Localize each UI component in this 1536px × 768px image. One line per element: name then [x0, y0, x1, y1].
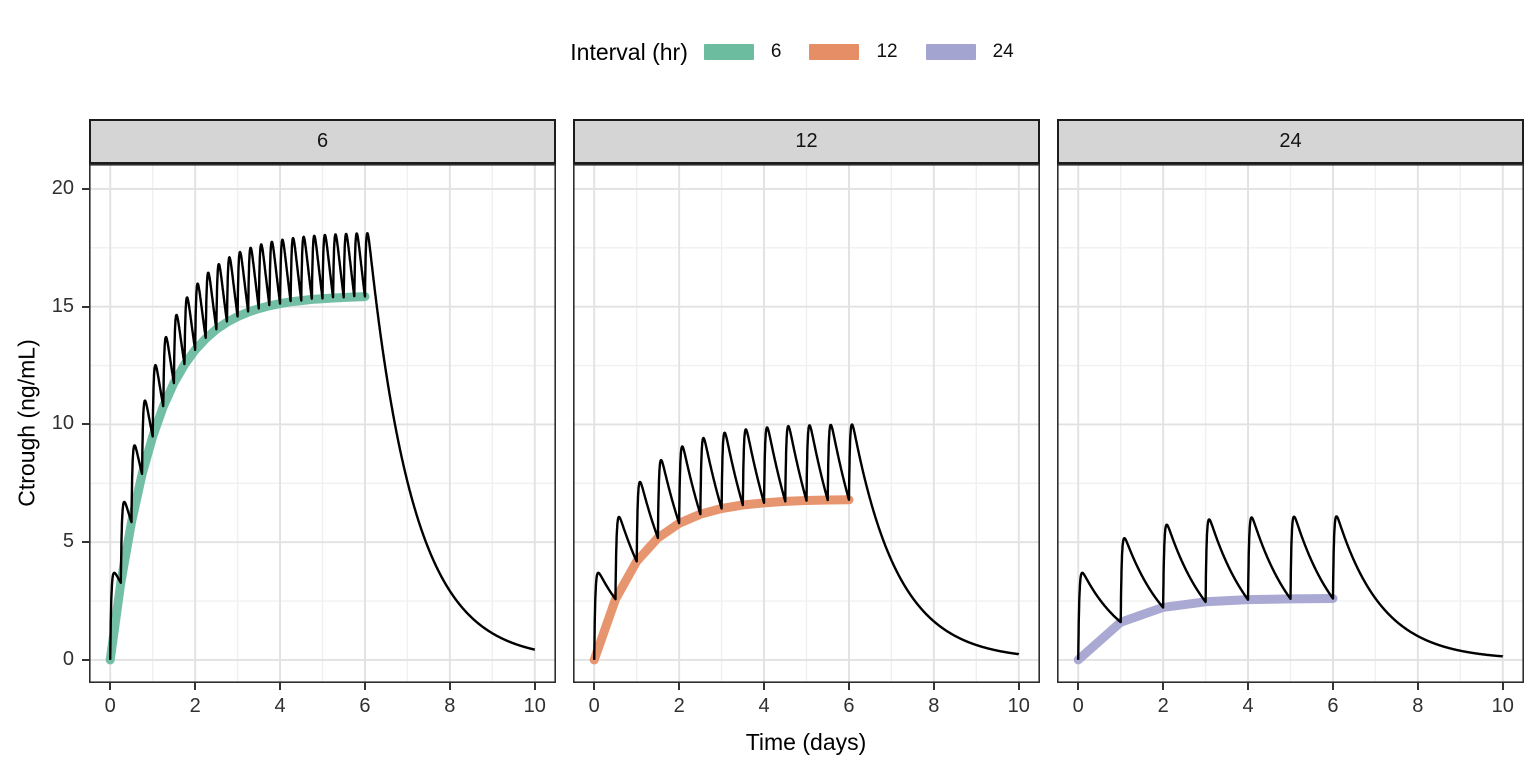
x-tick-label: 0	[1072, 695, 1084, 717]
x-tick-mark	[932, 683, 935, 690]
facet-interval-6: 6 0 2 4 6 8 10	[89, 119, 556, 739]
legend-label: 24	[992, 41, 1014, 62]
x-tick-label: 8	[928, 695, 940, 717]
facet-interval-24: 24 0 2 4 6 8 10	[1057, 119, 1524, 739]
legend: Interval (hr) 6 12 24	[0, 30, 1536, 74]
x-tick-label: 8	[444, 695, 456, 717]
x-tick-mark	[194, 683, 197, 690]
x-tick-label: 2	[189, 695, 201, 717]
x-tick-label: 10	[523, 695, 546, 717]
facet-strip: 6	[89, 119, 556, 164]
y-tick-label: 0	[62, 647, 74, 670]
x-tick-mark	[363, 683, 366, 690]
x-tick-label: 0	[588, 695, 600, 717]
x-tick-mark	[847, 683, 850, 690]
x-tick-label: 6	[359, 695, 371, 717]
x-tick-label: 10	[1491, 695, 1514, 717]
y-tick-label: 20	[51, 176, 74, 199]
legend-key-12: 12	[809, 41, 898, 63]
legend-swatch-purple-icon	[925, 44, 976, 60]
y-tick-label: 15	[51, 294, 74, 317]
x-tick-label: 2	[673, 695, 685, 717]
x-tick-label: 4	[758, 695, 770, 717]
y-tick-mark	[82, 305, 89, 308]
concentration-line	[593, 423, 1020, 660]
x-tick-mark	[1416, 683, 1419, 690]
x-tick-label: 8	[1412, 695, 1424, 717]
facet-panel-6	[89, 164, 556, 683]
legend-key-6: 6	[703, 41, 782, 63]
x-tick-mark	[1501, 683, 1504, 690]
x-tick-label: 4	[1242, 695, 1254, 717]
x-tick-mark	[1017, 683, 1020, 690]
x-tick-mark	[1077, 683, 1080, 690]
x-tick-label: 4	[274, 695, 286, 717]
y-tick-mark	[82, 423, 89, 426]
x-tick-mark	[1331, 683, 1334, 690]
x-tick-label: 0	[104, 695, 116, 717]
x-tick-mark	[279, 683, 282, 690]
legend-title: Interval (hr)	[570, 38, 688, 65]
x-tick-label: 10	[1007, 695, 1030, 717]
y-tick-mark	[82, 187, 89, 190]
x-tick-label: 6	[1327, 695, 1339, 717]
facet-panel-24	[1057, 164, 1524, 683]
y-tick-mark	[82, 658, 89, 661]
y-tick-mark	[82, 541, 89, 544]
x-tick-mark	[1247, 683, 1250, 690]
x-tick-mark	[593, 683, 596, 690]
y-tick-label: 5	[62, 530, 74, 553]
x-tick-mark	[533, 683, 536, 690]
facet-panel-12	[573, 164, 1040, 683]
x-axis-title: Time (days)	[745, 729, 867, 755]
legend-label: 12	[876, 41, 898, 62]
x-tick-mark	[448, 683, 451, 690]
legend-swatch-green-icon	[703, 44, 754, 60]
concentration-line	[109, 232, 536, 660]
legend-swatch-orange-icon	[809, 44, 860, 60]
legend-key-24: 24	[925, 41, 1014, 63]
x-tick-mark	[763, 683, 766, 690]
x-tick-mark	[109, 683, 112, 690]
x-tick-mark	[678, 683, 681, 690]
facet-interval-12: 12 0 2 4 6 8 10	[573, 119, 1040, 739]
y-tick-label: 10	[51, 412, 74, 435]
concentration-line	[1077, 515, 1504, 660]
x-tick-label: 6	[843, 695, 855, 717]
x-tick-mark	[1162, 683, 1165, 690]
x-tick-label: 2	[1157, 695, 1169, 717]
facet-strip: 24	[1057, 119, 1524, 164]
facet-strip: 12	[573, 119, 1040, 164]
legend-label: 6	[770, 41, 782, 62]
